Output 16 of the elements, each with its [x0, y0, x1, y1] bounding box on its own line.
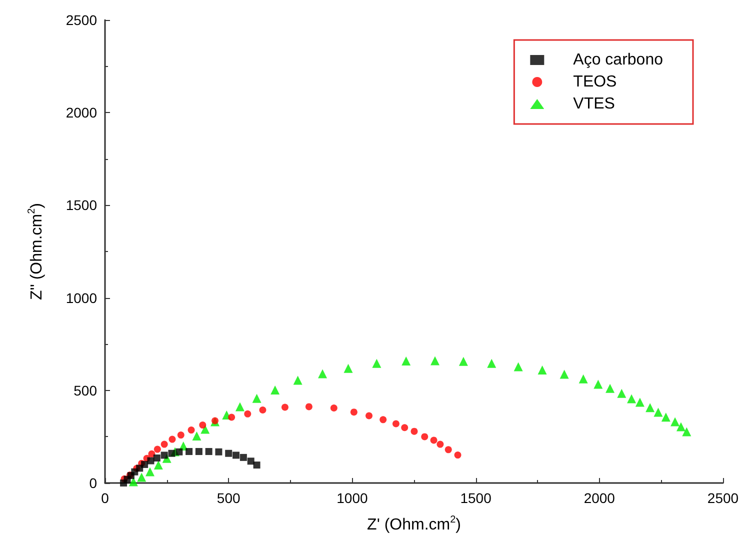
x-tick-label: 0: [101, 490, 110, 506]
legend-label: Aço carbono: [573, 52, 664, 68]
y-tick-label: 2500: [66, 12, 98, 28]
x-tick-label: 1000: [336, 490, 368, 506]
x-tick-label: 1500: [460, 490, 492, 506]
y-tick-label: 500: [74, 382, 98, 398]
x-tick-label: 500: [216, 490, 240, 506]
y-tick-label: 1500: [66, 197, 98, 214]
y-tick-label: 0: [89, 475, 98, 491]
x-tick-label: 2000: [584, 490, 616, 506]
x-tick-label: 2500: [707, 490, 739, 506]
y-axis-title: Z'' (Ohm.cm2): [26, 203, 46, 300]
legend-label: VTES: [573, 96, 615, 112]
legend-label: TEOS: [573, 74, 617, 90]
y-tick-label: 2000: [66, 104, 98, 121]
y-tick-label: 1000: [66, 290, 98, 306]
